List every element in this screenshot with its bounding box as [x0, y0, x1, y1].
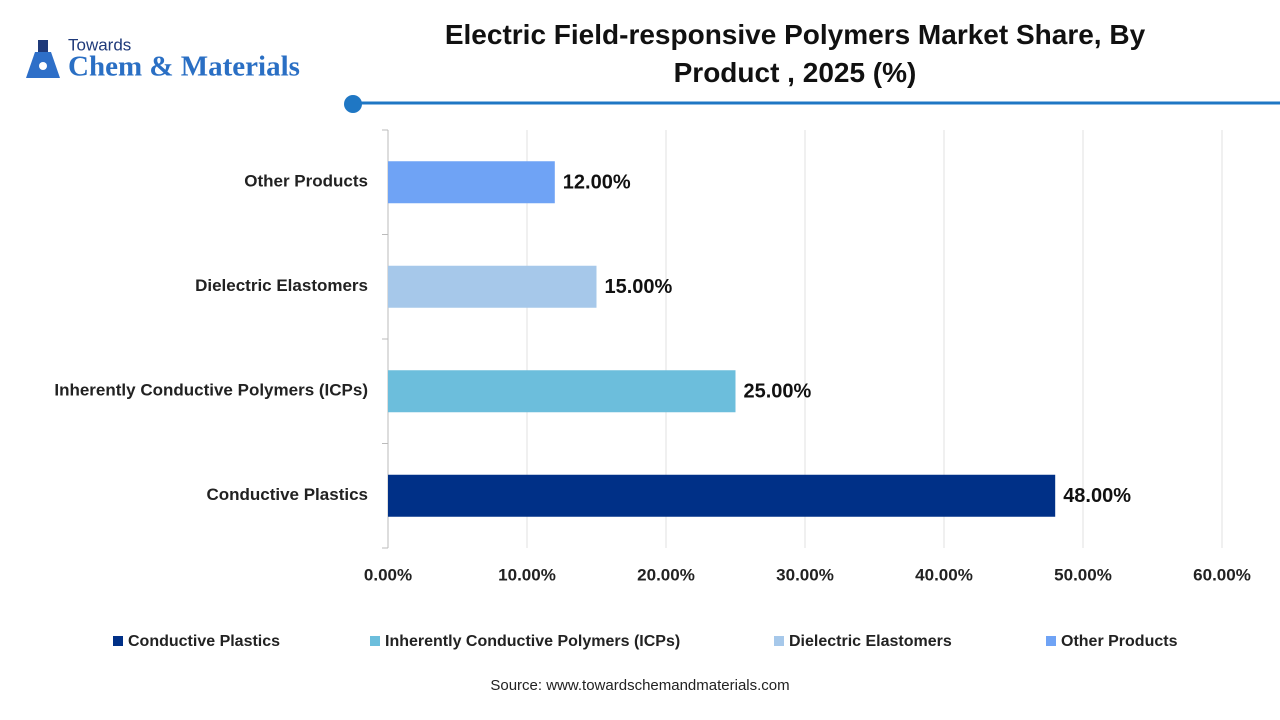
value-label: 15.00% [605, 276, 673, 298]
chart-title: Electric Field-responsive Polymers Marke… [444, 19, 1146, 88]
y-tick-label: Dielectric Elastomers [195, 276, 368, 295]
x-tick-label: 30.00% [776, 565, 834, 584]
x-tick-label: 20.00% [637, 565, 695, 584]
bar [388, 265, 597, 308]
bar [388, 161, 555, 204]
legend-label: Dielectric Elastomers [789, 633, 952, 650]
legend-label: Other Products [1061, 633, 1178, 650]
legend-swatch [370, 636, 380, 646]
x-tick-label: 10.00% [498, 565, 556, 584]
divider-dot [344, 95, 362, 113]
x-tick-label: 50.00% [1054, 565, 1112, 584]
x-tick-label: 40.00% [915, 565, 973, 584]
bar [388, 370, 736, 413]
value-label: 25.00% [744, 381, 812, 403]
x-tick-label: 60.00% [1193, 565, 1251, 584]
x-tick-label: 0.00% [364, 565, 412, 584]
y-tick-label: Conductive Plastics [206, 485, 368, 504]
bar [388, 474, 1056, 517]
logo-icon [38, 40, 48, 52]
source: Source: www.towardschemandmaterials.com [490, 677, 789, 694]
logo-text: Chem & Materials [68, 51, 300, 83]
y-tick-label: Inherently Conductive Polymers (ICPs) [54, 381, 368, 400]
legend-swatch [113, 636, 123, 646]
logo-text: Towards [68, 35, 131, 54]
y-tick-label: Other Products [244, 172, 368, 191]
logo: Towards Chem & Materials [26, 35, 300, 83]
value-label: 12.00% [563, 172, 631, 194]
legend-swatch [1046, 636, 1056, 646]
logo-icon [39, 62, 47, 70]
legend-label: Inherently Conductive Polymers (ICPs) [385, 633, 680, 650]
value-label: 48.00% [1063, 485, 1131, 507]
legend-swatch [774, 636, 784, 646]
legend-label: Conductive Plastics [128, 633, 280, 650]
